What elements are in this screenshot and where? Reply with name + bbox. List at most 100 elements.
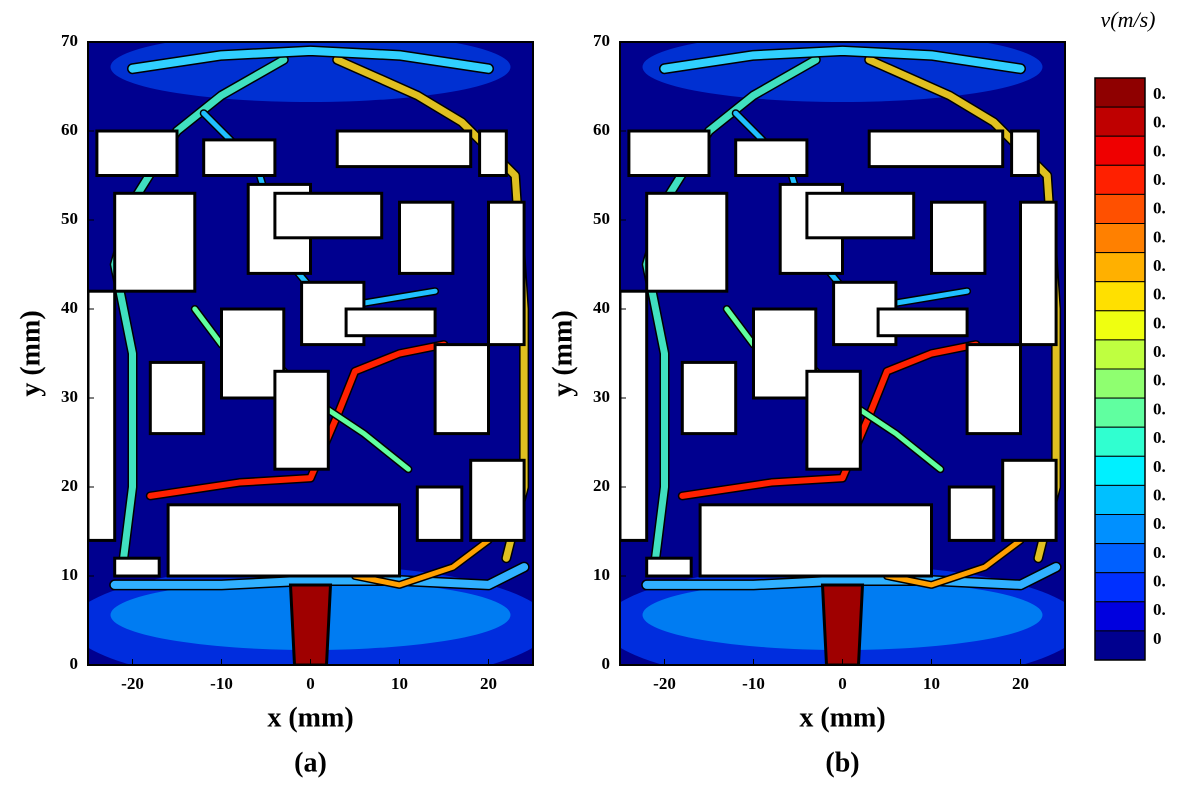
color-band	[1094, 310, 1146, 341]
y-axis-label: y (mm)	[547, 310, 578, 396]
colorbar-tick-label: 0.	[1153, 543, 1166, 562]
color-band	[1094, 164, 1146, 195]
color-band	[1094, 543, 1146, 574]
colorbar-tick-label: 0.	[1153, 485, 1166, 504]
y-tick-label: 60	[593, 120, 610, 139]
y-tick-label: 20	[593, 476, 610, 495]
jet	[820, 583, 865, 665]
y-tick-label: 0	[70, 654, 79, 673]
colorbar-tick-label: 0.	[1153, 84, 1166, 103]
obstacle	[680, 360, 738, 436]
obstacle	[95, 129, 179, 177]
y-tick-label: 50	[61, 209, 78, 228]
stream	[110, 563, 529, 589]
obstacle	[965, 343, 1022, 436]
obstacle	[469, 458, 526, 542]
obstacle	[1001, 458, 1058, 542]
x-tick-label: 10	[923, 674, 940, 693]
x-tick-label: -20	[121, 674, 144, 693]
y-tick-label: 70	[61, 31, 78, 50]
obstacle	[487, 200, 526, 347]
colorbar-frame	[1094, 77, 1146, 661]
x-tick-label: 0	[306, 674, 315, 693]
obstacle	[273, 369, 330, 471]
y-tick-label: 30	[61, 387, 78, 406]
obstacle	[1019, 200, 1058, 347]
obstacle	[1010, 129, 1040, 177]
colorbar-tick-label: 0	[1153, 629, 1162, 648]
obstacle	[930, 200, 987, 275]
plot-area	[88, 42, 533, 665]
obstacle	[166, 503, 401, 578]
obstacle	[478, 129, 508, 177]
color-band	[1094, 193, 1146, 224]
obstacle	[627, 129, 711, 177]
x-tick-label: 20	[480, 674, 497, 693]
color-band	[1094, 630, 1146, 661]
color-band	[1094, 281, 1146, 312]
x-axis-label: x (mm)	[267, 702, 353, 733]
color-band	[1094, 77, 1146, 108]
color-band	[1094, 426, 1146, 457]
stream	[642, 563, 1061, 589]
obstacle	[415, 485, 464, 542]
color-band	[1094, 252, 1146, 283]
obstacle	[335, 129, 473, 169]
obstacle	[867, 129, 1005, 169]
colorbar-tick-label: 0.	[1153, 113, 1166, 132]
obstacle	[734, 138, 809, 177]
x-tick-label: 0	[838, 674, 847, 693]
colorbar-tick-label: 0.	[1153, 371, 1166, 390]
color-band	[1094, 572, 1146, 603]
colorbar-tick-label: 0.	[1153, 170, 1166, 189]
y-tick-label: 10	[593, 565, 610, 584]
x-tick-label: 20	[1012, 674, 1029, 693]
colorbar-tick-label: 0.	[1153, 514, 1166, 533]
obstacle	[876, 307, 969, 338]
color-band	[1094, 455, 1146, 486]
colorbar-tick-label: 0.	[1153, 457, 1166, 476]
obstacle	[805, 191, 916, 240]
x-tick-label: -10	[210, 674, 233, 693]
obstacle	[620, 289, 649, 542]
colorbar-tick-label: 0.	[1153, 572, 1166, 591]
y-tick-label: 70	[593, 31, 610, 50]
colorbar-tick-label: 0.	[1153, 600, 1166, 619]
jet	[288, 583, 333, 665]
colorbar-tick-label: 0.	[1153, 256, 1166, 275]
y-tick-label: 40	[61, 298, 78, 317]
colorbar-tick-label: 0.	[1153, 399, 1166, 418]
obstacle	[433, 343, 491, 436]
color-band	[1094, 106, 1146, 137]
colorbar-tick-label: 0.	[1153, 342, 1166, 361]
color-band	[1094, 339, 1146, 370]
y-tick-label: 20	[61, 476, 78, 495]
panel-caption: (b)	[825, 747, 859, 778]
color-band	[1094, 397, 1146, 428]
color-band	[1094, 368, 1146, 399]
colorbar-tick-label: 0.	[1153, 313, 1166, 332]
color-band	[1094, 484, 1146, 515]
colorbar-tick-label: 0.	[1153, 227, 1166, 246]
obstacle	[645, 556, 693, 578]
color-band	[1094, 601, 1146, 632]
y-tick-label: 30	[593, 387, 610, 406]
obstacle	[202, 138, 277, 177]
y-tick-label: 10	[61, 565, 78, 584]
colorbar-tick-label: 0.	[1153, 428, 1166, 447]
obstacle	[947, 485, 996, 542]
obstacle	[344, 307, 437, 338]
y-tick-label: 40	[593, 298, 610, 317]
x-tick-label: -10	[742, 674, 765, 693]
colorbar-label: v(m/s)	[1101, 7, 1156, 32]
plot-area	[620, 42, 1065, 665]
obstacle	[113, 556, 161, 578]
colorbar-tick-label: 0.	[1153, 141, 1166, 160]
obstacle	[113, 191, 197, 293]
obstacle	[805, 369, 862, 471]
obstacle	[645, 191, 729, 293]
obstacle	[398, 200, 455, 275]
obstacle	[273, 191, 384, 240]
y-axis-label: y (mm)	[15, 310, 46, 396]
